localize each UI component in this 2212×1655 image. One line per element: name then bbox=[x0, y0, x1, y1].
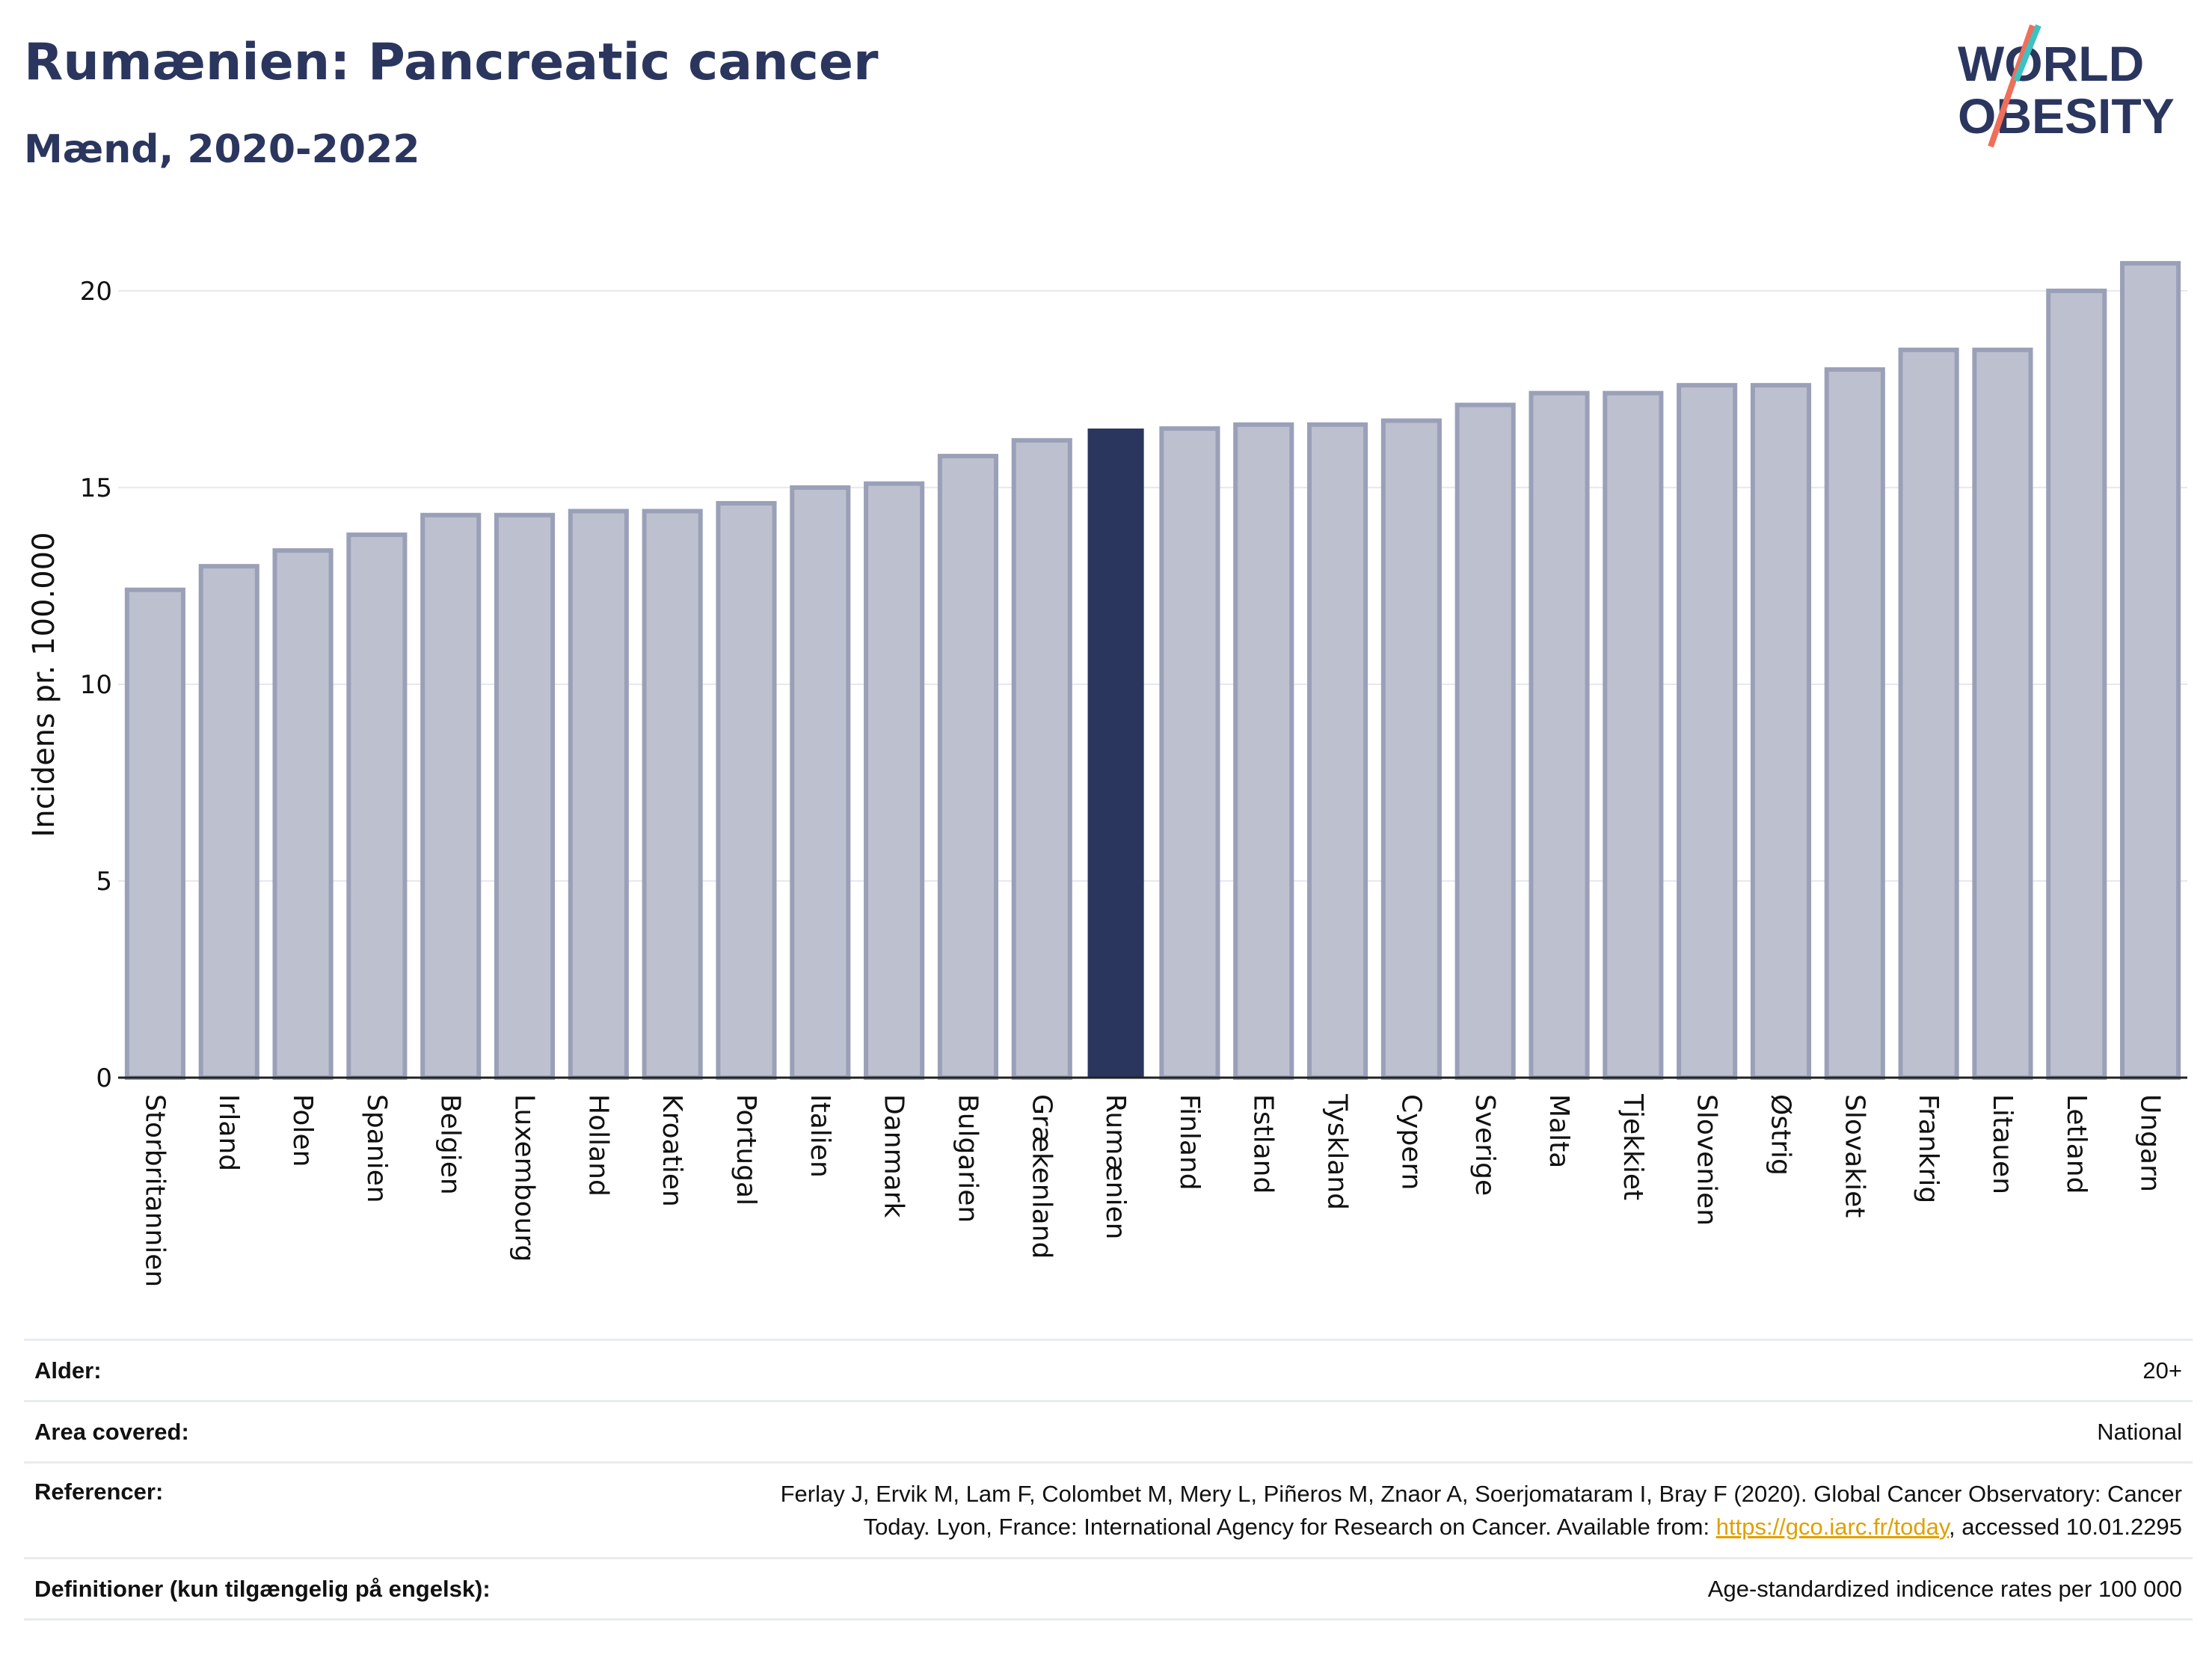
bar-Italien bbox=[790, 485, 851, 1080]
x-tick-label: Letland bbox=[2061, 1094, 2092, 1194]
x-tick-label: Irland bbox=[213, 1094, 244, 1171]
x-tick-label: Østrig bbox=[1765, 1094, 1795, 1176]
bar-Irland bbox=[198, 564, 259, 1080]
chart-title: Rumænien: Pancreatic cancer bbox=[24, 33, 879, 92]
bar-Tjekkiet bbox=[1603, 390, 1664, 1080]
bar-Belgien bbox=[420, 512, 482, 1080]
x-tick-label: Spanien bbox=[361, 1094, 392, 1203]
bar-Tyskland bbox=[1307, 422, 1368, 1080]
meta-row-references: Referencer: Ferlay J, Ervik M, Lam F, Co… bbox=[24, 1461, 2193, 1559]
x-tick-label: Ungarn bbox=[2135, 1094, 2166, 1192]
bar-Estland bbox=[1233, 422, 1294, 1080]
x-tick-label: Estland bbox=[1248, 1094, 1279, 1194]
meta-value: Ferlay J, Ervik M, Lam F, Colombet M, Me… bbox=[718, 1461, 2193, 1559]
bar-Rumænien bbox=[1087, 429, 1144, 1078]
bar-Slovenien bbox=[1677, 383, 1738, 1080]
meta-label: Area covered: bbox=[24, 1400, 718, 1463]
x-tick-label: Polen bbox=[287, 1094, 318, 1167]
bar-Kroatien bbox=[642, 509, 703, 1080]
bar-Ungarn bbox=[2120, 261, 2181, 1080]
x-tick-label: Grækenland bbox=[1026, 1094, 1057, 1259]
meta-value: 20+ bbox=[718, 1339, 2193, 1401]
y-tick-label: 5 bbox=[96, 867, 112, 897]
bar-chart: 0 5 10 15 20 Incidens pr. 100.000 Storbritanni… bbox=[27, 261, 2187, 1287]
x-tick-label: Tyskland bbox=[1322, 1093, 1353, 1210]
x-tick-label: Malta bbox=[1543, 1094, 1574, 1168]
bar-Bulgarien bbox=[937, 453, 998, 1080]
bar-Spanien bbox=[346, 532, 408, 1080]
bar-Litauen bbox=[1972, 347, 2033, 1080]
x-tick-label: Portugal bbox=[731, 1094, 761, 1206]
meta-row-area: Area covered: National bbox=[24, 1400, 2193, 1463]
bar-Polen bbox=[272, 548, 334, 1080]
x-tick-label: Luxembourg bbox=[509, 1094, 540, 1262]
logo-slash-coral bbox=[1988, 24, 2036, 148]
meta-value: National bbox=[718, 1400, 2193, 1463]
bar-Danmark bbox=[864, 481, 925, 1080]
x-tick-label: Rumænien bbox=[1100, 1094, 1131, 1239]
metadata-table: Alder: 20+ Area covered: National Refere… bbox=[24, 1339, 2193, 1621]
meta-row-age: Alder: 20+ bbox=[24, 1339, 2193, 1401]
bar-Portugal bbox=[716, 500, 777, 1080]
meta-label: Alder: bbox=[24, 1339, 718, 1401]
y-tick-label: 10 bbox=[80, 670, 112, 700]
chart-subtitle: Mænd, 2020-2022 bbox=[24, 127, 420, 172]
reference-line2-pre: Today. Lyon, France: International Agenc… bbox=[863, 1513, 1716, 1540]
bar-Slovakiet bbox=[1824, 367, 1885, 1080]
reference-link[interactable]: https://gco.iarc.fr/today bbox=[1715, 1513, 1950, 1540]
x-tick-label: Cypern bbox=[1395, 1094, 1426, 1190]
bar-Storbritannien bbox=[124, 587, 185, 1080]
reference-line2-post: , accessed 10.01.2295 bbox=[1949, 1513, 2182, 1540]
logo-slash-teal bbox=[2013, 24, 2042, 82]
x-tick-label: Litauen bbox=[1987, 1094, 2018, 1194]
x-tick-label: Frankrig bbox=[1913, 1094, 1944, 1203]
bar-Holland bbox=[568, 509, 629, 1080]
x-tick-label: Slovakiet bbox=[1839, 1094, 1870, 1218]
y-tick-label: 15 bbox=[80, 473, 112, 503]
x-tick-label: Sverige bbox=[1469, 1094, 1500, 1196]
x-tick-label: Tjekkiet bbox=[1617, 1093, 1648, 1200]
reference-line1: Ferlay J, Ervik M, Lam F, Colombet M, Me… bbox=[780, 1480, 2182, 1507]
x-tick-label: Belgien bbox=[435, 1094, 466, 1195]
meta-row-definitions: Definitioner (kun tilgængelig på engelsk… bbox=[24, 1557, 2193, 1621]
bar-Frankrig bbox=[1898, 347, 1959, 1080]
x-tick-label: Storbritannien bbox=[139, 1094, 170, 1287]
bar-Sverige bbox=[1454, 402, 1516, 1080]
x-tick-label: Holland bbox=[583, 1094, 613, 1197]
meta-value: Age-standardized indicence rates per 100… bbox=[718, 1557, 2193, 1621]
meta-label: Referencer: bbox=[24, 1461, 718, 1559]
bar-Luxembourg bbox=[494, 512, 556, 1080]
world-obesity-logo: WORLD OBESITY bbox=[1958, 24, 2175, 148]
bar-Østrig bbox=[1750, 383, 1812, 1080]
bar-Letland bbox=[2046, 288, 2107, 1080]
y-tick-label: 0 bbox=[96, 1063, 112, 1093]
bar-Cypern bbox=[1380, 418, 1442, 1080]
y-tick-label: 20 bbox=[80, 277, 112, 307]
bar-Grækenland bbox=[1011, 437, 1072, 1080]
bar-Finland bbox=[1159, 426, 1220, 1080]
x-tick-label: Slovenien bbox=[1692, 1094, 1722, 1226]
x-tick-label: Danmark bbox=[879, 1094, 909, 1218]
bar-Malta bbox=[1529, 390, 1590, 1080]
x-tick-label: Kroatien bbox=[657, 1094, 687, 1207]
meta-label: Definitioner (kun tilgængelig på engelsk… bbox=[24, 1557, 718, 1621]
y-axis-label: Incidens pr. 100.000 bbox=[27, 532, 61, 837]
logo-line1: WORLD bbox=[1958, 36, 2144, 91]
x-tick-label: Italien bbox=[805, 1094, 835, 1178]
x-tick-label: Bulgarien bbox=[952, 1094, 983, 1223]
x-tick-label: Finland bbox=[1174, 1094, 1205, 1191]
